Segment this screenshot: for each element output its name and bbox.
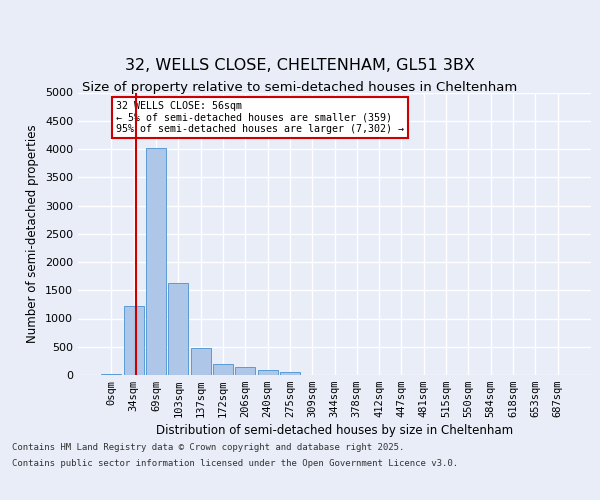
Text: 32, WELLS CLOSE, CHELTENHAM, GL51 3BX: 32, WELLS CLOSE, CHELTENHAM, GL51 3BX — [125, 58, 475, 72]
Bar — [146, 148, 166, 375]
X-axis label: Distribution of semi-detached houses by size in Cheltenham: Distribution of semi-detached houses by … — [156, 424, 513, 438]
Bar — [168, 284, 188, 375]
Bar — [191, 348, 211, 375]
Bar — [280, 372, 300, 375]
Text: Contains HM Land Registry data © Crown copyright and database right 2025.: Contains HM Land Registry data © Crown c… — [12, 442, 404, 452]
Bar — [124, 306, 144, 375]
Text: Size of property relative to semi-detached houses in Cheltenham: Size of property relative to semi-detach… — [82, 81, 518, 94]
Bar — [257, 370, 278, 375]
Bar — [213, 364, 233, 375]
Text: Contains public sector information licensed under the Open Government Licence v3: Contains public sector information licen… — [12, 459, 458, 468]
Text: 32 WELLS CLOSE: 56sqm
← 5% of semi-detached houses are smaller (359)
95% of semi: 32 WELLS CLOSE: 56sqm ← 5% of semi-detac… — [116, 101, 404, 134]
Bar — [101, 374, 121, 375]
Y-axis label: Number of semi-detached properties: Number of semi-detached properties — [26, 124, 40, 343]
Bar — [235, 368, 255, 375]
